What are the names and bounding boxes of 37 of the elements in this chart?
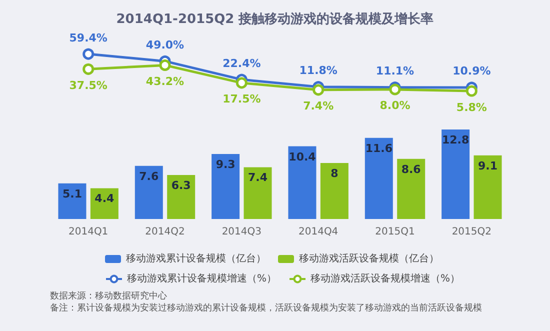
data-label: 49.0% xyxy=(146,38,184,52)
data-label: 7.4% xyxy=(303,100,334,113)
data-label: 59.4% xyxy=(69,31,108,44)
x-tick-label: 2014Q4 xyxy=(298,226,338,238)
legend-label: 移动游戏累计设备规模（亿台） xyxy=(126,252,266,264)
legend-label: 移动游戏累计设备规模增速（%） xyxy=(127,272,277,284)
x-tick-label: 2014Q1 xyxy=(68,226,108,238)
chart-title: 2014Q1-2015Q2 接触移动游戏的设备规模及增长率 xyxy=(116,11,434,27)
data-label: 4.4 xyxy=(94,192,115,206)
data-label: 11.6 xyxy=(365,142,393,155)
legend-label: 移动游戏活跃设备规模增速（%） xyxy=(310,272,460,284)
data-label: 12.8 xyxy=(442,133,470,146)
data-label: 11.8% xyxy=(299,64,338,78)
data-label: 8.6 xyxy=(401,162,422,176)
data-label: 43.2% xyxy=(146,74,184,88)
x-tick-label: 2015Q1 xyxy=(375,226,415,238)
data-label: 5.1 xyxy=(62,187,82,200)
data-label: 17.5% xyxy=(222,92,261,106)
data-label: 10.9% xyxy=(452,64,491,78)
source-note: 数据来源：移动数据研究中心 xyxy=(50,290,167,302)
data-label: 37.5% xyxy=(69,78,108,92)
data-label: 10.4 xyxy=(288,150,316,164)
data-label: 7.6 xyxy=(139,170,159,183)
x-tick-label: 2014Q3 xyxy=(222,226,262,238)
x-tick-label: 2014Q2 xyxy=(145,226,185,238)
data-label: 11.1% xyxy=(376,64,414,78)
data-label: 7.4 xyxy=(248,171,268,184)
data-label: 6.3 xyxy=(171,178,191,192)
data-label: 5.8% xyxy=(456,100,487,114)
data-label: 9.3 xyxy=(216,158,236,171)
text: 备注：累计设备规模为安装过移动游戏的累计设备规模，活跃设备规模为安装了移动游戏的当前活跃设备规模 xyxy=(50,302,482,314)
data-label: 8.0% xyxy=(380,99,410,112)
data-label: 9.1 xyxy=(478,159,498,172)
data-label: 22.4% xyxy=(222,56,261,70)
legend-label: 移动游戏活跃设备规模（亿台） xyxy=(299,252,439,264)
x-tick-label: 2015Q2 xyxy=(452,226,492,238)
data-label: 8 xyxy=(330,167,338,180)
